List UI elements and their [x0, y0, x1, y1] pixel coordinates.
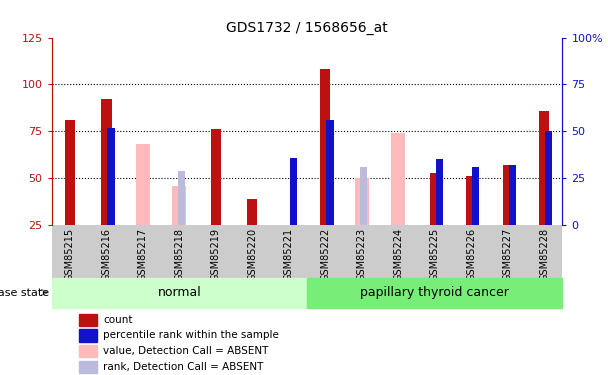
Text: GSM85220: GSM85220	[247, 228, 257, 281]
Text: disease state: disease state	[0, 288, 49, 297]
Title: GDS1732 / 1568656_at: GDS1732 / 1568656_at	[226, 21, 388, 35]
Text: GSM85225: GSM85225	[430, 228, 440, 281]
Bar	[52, 278, 307, 308]
Bar	[79, 345, 97, 357]
Bar	[503, 165, 513, 225]
Bar	[65, 120, 75, 225]
Bar	[290, 158, 297, 225]
Text: GSM85227: GSM85227	[503, 228, 513, 281]
Bar	[326, 120, 334, 225]
Text: papillary thyroid cancer: papillary thyroid cancer	[361, 286, 509, 299]
Text: GSM85215: GSM85215	[65, 228, 75, 281]
Bar	[545, 131, 553, 225]
Bar	[79, 314, 97, 326]
Bar	[472, 167, 480, 225]
Text: GSM85216: GSM85216	[102, 228, 111, 280]
Bar	[392, 133, 405, 225]
Bar	[355, 178, 368, 225]
Text: GSM85221: GSM85221	[284, 228, 294, 281]
Bar	[178, 171, 185, 225]
Text: GSM85224: GSM85224	[393, 228, 403, 281]
Text: rank, Detection Call = ABSENT: rank, Detection Call = ABSENT	[103, 362, 264, 372]
Bar	[509, 165, 516, 225]
Bar	[173, 186, 186, 225]
Text: normal: normal	[157, 286, 201, 299]
Bar	[108, 128, 115, 225]
Text: count: count	[103, 315, 133, 325]
Bar	[247, 199, 257, 225]
Bar	[79, 329, 97, 342]
Text: GSM85223: GSM85223	[357, 228, 367, 281]
Text: GSM85228: GSM85228	[539, 228, 549, 281]
Text: GSM85226: GSM85226	[466, 228, 476, 281]
Bar	[436, 159, 443, 225]
Text: percentile rank within the sample: percentile rank within the sample	[103, 330, 279, 340]
Text: GSM85218: GSM85218	[174, 228, 184, 280]
Text: value, Detection Call = ABSENT: value, Detection Call = ABSENT	[103, 346, 269, 356]
Bar	[136, 144, 150, 225]
Bar	[320, 69, 330, 225]
Bar	[466, 176, 476, 225]
Bar	[102, 99, 111, 225]
Bar	[361, 167, 367, 225]
Bar	[539, 111, 549, 225]
Bar	[430, 172, 440, 225]
Bar	[79, 361, 97, 373]
Text: GSM85219: GSM85219	[211, 228, 221, 280]
Text: GSM85222: GSM85222	[320, 228, 330, 281]
Text: GSM85217: GSM85217	[138, 228, 148, 281]
Bar	[211, 129, 221, 225]
Bar	[307, 278, 562, 308]
